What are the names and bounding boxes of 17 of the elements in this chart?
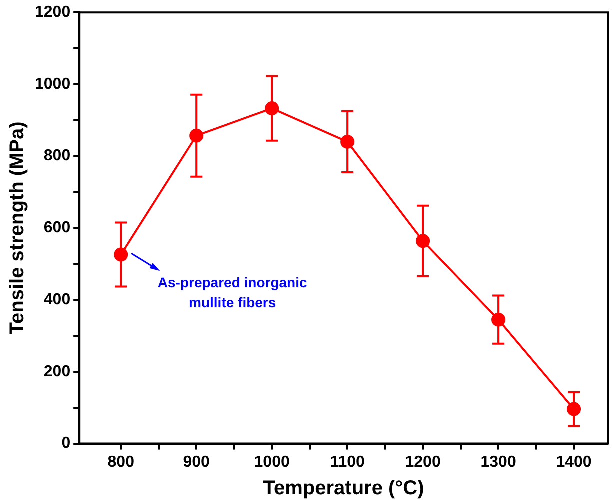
y-tick-label: 200 (44, 363, 71, 380)
x-tick-label: 900 (183, 454, 210, 471)
y-tick-label: 400 (44, 291, 71, 308)
x-tick-label: 1100 (330, 454, 366, 471)
y-axis-title: Tensile strength (MPa) (6, 122, 29, 335)
x-tick-label: 1400 (556, 454, 592, 471)
y-tick-label: 600 (44, 220, 71, 237)
annotation: As-prepared inorganic mullite fibers (158, 274, 308, 310)
y-tick-label: 1200 (35, 4, 71, 22)
x-axis-title: Temperature (°C) (263, 478, 424, 500)
x-tick-label: 800 (108, 454, 135, 471)
x-tick-label: 1000 (254, 454, 290, 471)
x-tick-label: 1300 (480, 454, 516, 471)
x-tick-label: 1200 (405, 454, 441, 471)
y-tick-label: 1000 (35, 76, 71, 93)
y-tick-label: 0 (62, 435, 71, 452)
y-tick-label: 800 (44, 148, 71, 165)
